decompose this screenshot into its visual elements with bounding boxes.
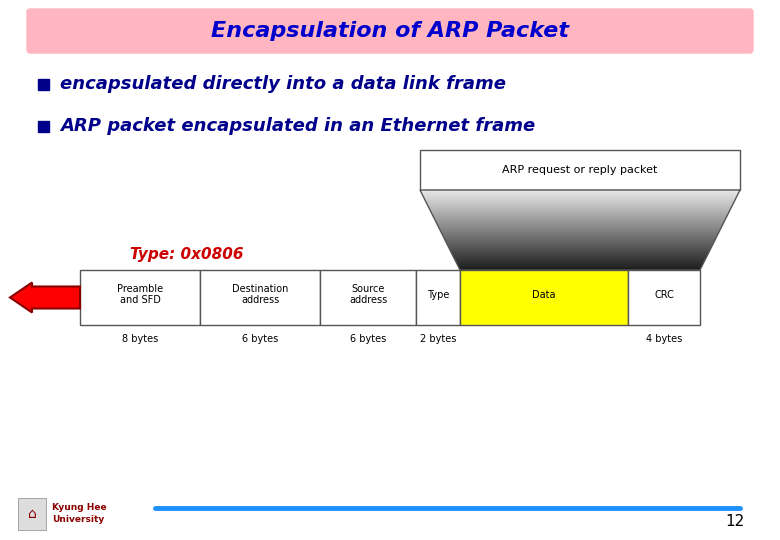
Text: Kyung Hee: Kyung Hee	[52, 503, 107, 512]
Polygon shape	[447, 244, 713, 246]
Polygon shape	[443, 236, 717, 238]
Polygon shape	[457, 264, 703, 266]
Polygon shape	[446, 242, 714, 244]
Polygon shape	[426, 202, 734, 204]
Polygon shape	[453, 256, 707, 258]
Polygon shape	[431, 212, 729, 214]
Polygon shape	[425, 200, 735, 202]
Polygon shape	[434, 218, 726, 220]
Polygon shape	[439, 228, 721, 230]
Text: 6 bytes: 6 bytes	[350, 334, 386, 344]
Text: 12: 12	[725, 515, 745, 530]
Polygon shape	[429, 208, 731, 210]
Bar	[38, 79, 49, 90]
Polygon shape	[424, 198, 736, 200]
Text: Source
address: Source address	[349, 284, 387, 305]
Polygon shape	[456, 262, 704, 264]
Text: CRC: CRC	[654, 289, 674, 300]
Bar	[628, 270, 700, 325]
Text: 8 bytes: 8 bytes	[122, 334, 158, 344]
Text: 2 bytes: 2 bytes	[420, 334, 456, 344]
Bar	[200, 270, 320, 325]
Polygon shape	[437, 224, 723, 226]
Polygon shape	[423, 196, 737, 198]
Text: Type: Type	[427, 289, 449, 300]
Text: ARP packet encapsulated in an Ethernet frame: ARP packet encapsulated in an Ethernet f…	[60, 117, 535, 135]
Polygon shape	[421, 192, 739, 194]
Polygon shape	[448, 246, 712, 248]
Polygon shape	[433, 216, 727, 218]
Polygon shape	[458, 266, 702, 268]
Text: Data: Data	[532, 289, 555, 300]
Polygon shape	[455, 260, 705, 262]
Text: 6 bytes: 6 bytes	[242, 334, 278, 344]
Text: Encapsulation of ARP Packet: Encapsulation of ARP Packet	[211, 21, 569, 41]
Polygon shape	[454, 258, 706, 260]
Polygon shape	[427, 204, 733, 206]
Polygon shape	[452, 254, 708, 256]
Polygon shape	[459, 268, 701, 270]
Bar	[80, 270, 200, 325]
Bar	[420, 150, 740, 190]
Bar	[416, 270, 460, 325]
Polygon shape	[441, 232, 719, 234]
Polygon shape	[422, 194, 738, 196]
Text: University: University	[52, 516, 105, 524]
Text: Preamble
and SFD: Preamble and SFD	[117, 284, 163, 305]
Text: Type: 0x0806: Type: 0x0806	[130, 247, 243, 262]
Text: ARP request or reply packet: ARP request or reply packet	[502, 165, 658, 175]
Polygon shape	[442, 234, 718, 236]
Polygon shape	[451, 252, 709, 254]
Polygon shape	[438, 226, 722, 228]
FancyArrow shape	[10, 282, 80, 313]
FancyBboxPatch shape	[27, 9, 753, 53]
Text: encapsulated directly into a data link frame: encapsulated directly into a data link f…	[60, 75, 506, 93]
Text: ⌂: ⌂	[27, 507, 37, 521]
Text: Destination
address: Destination address	[232, 284, 288, 305]
Polygon shape	[445, 240, 715, 242]
Polygon shape	[435, 220, 725, 222]
Polygon shape	[450, 250, 710, 252]
Bar	[38, 121, 49, 132]
Bar	[320, 270, 416, 325]
Polygon shape	[436, 222, 724, 224]
Polygon shape	[444, 238, 716, 240]
Bar	[18, 498, 46, 530]
Polygon shape	[440, 230, 720, 232]
Polygon shape	[428, 206, 732, 208]
Bar	[460, 270, 628, 325]
Polygon shape	[430, 210, 730, 212]
Text: 4 bytes: 4 bytes	[646, 334, 682, 344]
Polygon shape	[420, 190, 740, 192]
Polygon shape	[432, 214, 728, 216]
Polygon shape	[449, 248, 711, 250]
